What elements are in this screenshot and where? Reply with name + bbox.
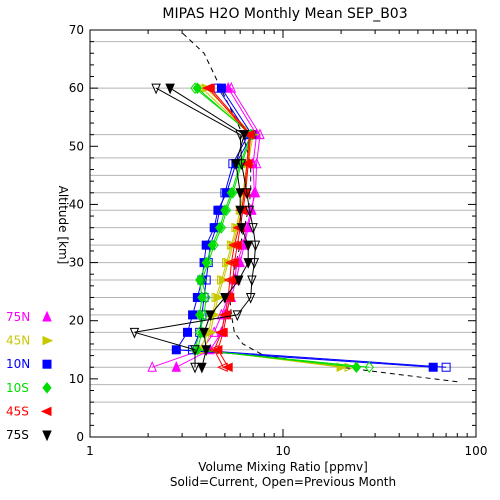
data-point-current (221, 362, 233, 372)
y-tick-label: 70 (69, 23, 84, 37)
y-tick-label: 60 (69, 81, 84, 95)
data-point-current (197, 291, 207, 304)
data-point-current (243, 240, 253, 252)
x-tick-label: 10 (275, 444, 290, 458)
legend-marker (42, 381, 52, 394)
y-tick-label: 30 (69, 256, 84, 270)
legend-label: 10S (6, 381, 29, 395)
data-point-previous (190, 362, 200, 374)
x-axis-label: Volume Mixing Ratio [ppmv] (198, 460, 368, 474)
data-point-current (216, 327, 228, 338)
x-tick-label: 100 (465, 444, 488, 458)
data-point-previous (129, 327, 140, 339)
data-point-current (228, 257, 239, 268)
data-point-previous (247, 275, 257, 287)
data-point-current (223, 292, 235, 303)
y-axis: 0 10 20 30 40 50 60 70 (69, 23, 476, 444)
x-axis-sublabel: Solid=Current, Open=Previous Month (170, 475, 396, 489)
plot-area (129, 30, 458, 383)
y-axis-label: Altitude [km] (56, 186, 70, 265)
legend-marker (42, 430, 52, 442)
data-point-current (201, 256, 211, 269)
data-point-current (249, 186, 260, 198)
data-point-current (201, 345, 211, 357)
data-point-current (235, 188, 245, 200)
legend-label: 10N (6, 357, 30, 371)
y-tick-label: 0 (76, 430, 84, 444)
data-point-current (220, 204, 230, 217)
series-75S (129, 83, 261, 374)
data-point-current (205, 310, 216, 322)
data-point-current (204, 83, 215, 93)
data-point-current (165, 83, 175, 95)
data-point-current (197, 362, 207, 374)
data-point-previous (147, 360, 157, 372)
data-point-current (171, 345, 181, 355)
legend-marker (42, 335, 54, 346)
data-point-current (211, 345, 223, 355)
data-point-previous (245, 292, 256, 304)
legend: 75N 45N 10N 10S 45S 75S (6, 310, 54, 442)
data-point-current (231, 159, 241, 170)
data-point-current (182, 327, 192, 337)
data-point-current (223, 81, 233, 93)
series-line-previous (134, 87, 257, 368)
data-point-previous (249, 258, 260, 269)
data-point-current (216, 83, 226, 93)
data-point-current (195, 274, 205, 286)
data-point-current (234, 275, 244, 287)
data-point-current (213, 292, 225, 303)
data-point-previous (441, 362, 451, 372)
data-point-current (195, 309, 205, 321)
data-point-previous (250, 240, 261, 252)
legend-label: 75N (6, 310, 30, 324)
y-tick-label: 40 (69, 197, 84, 211)
climatology-line (178, 30, 458, 383)
data-point-previous (232, 310, 243, 322)
data-point-previous (151, 83, 161, 95)
data-point-current (215, 221, 225, 234)
data-point-current (428, 362, 438, 372)
data-point-current (241, 158, 253, 169)
data-point-current (243, 258, 253, 269)
data-point-current (226, 186, 236, 199)
y-tick-label: 20 (69, 314, 84, 328)
data-point-previous (236, 159, 247, 170)
legend-marker (40, 406, 52, 417)
data-point-previous (364, 361, 374, 374)
legend-label: 75S (6, 428, 29, 442)
grid (90, 41, 476, 403)
x-axis: 1 10 100 (86, 30, 487, 458)
data-point-current (199, 327, 209, 339)
data-point-current (231, 240, 242, 250)
legend-label: 45N (6, 334, 30, 348)
data-point-current (244, 129, 256, 140)
data-point-previous (244, 205, 255, 217)
legend-marker (42, 359, 52, 369)
y-tick-label: 10 (69, 372, 84, 386)
legend-label: 45S (6, 404, 29, 418)
y-tick-label: 50 (69, 139, 84, 153)
legend-marker (42, 310, 52, 322)
data-point-previous (248, 223, 258, 234)
x-tick-label: 1 (86, 444, 94, 458)
data-point-current (351, 361, 362, 374)
data-point-current (220, 292, 230, 304)
data-point-current (171, 360, 182, 372)
data-point-previous (190, 345, 200, 357)
chart-title: MIPAS H2O Monthly Mean SEP_B03 (162, 6, 407, 22)
data-point-previous (242, 188, 252, 200)
data-point-current (192, 82, 203, 94)
data-point-current (236, 223, 247, 234)
data-point-current (235, 205, 245, 217)
data-point-current (239, 130, 250, 141)
plot-frame (89, 29, 477, 438)
data-point-current (207, 239, 217, 251)
